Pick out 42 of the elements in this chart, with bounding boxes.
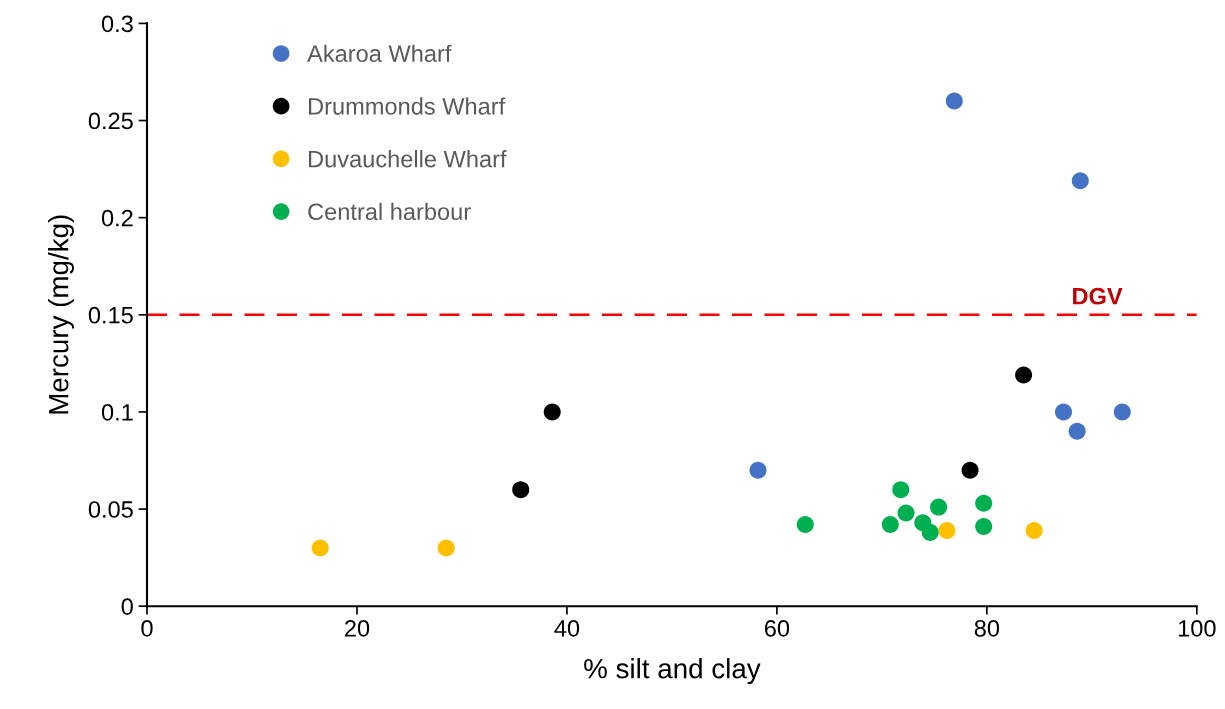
x-tick-label: 80 <box>974 620 1000 637</box>
x-tick-label: 0 <box>141 620 153 637</box>
point <box>1054 403 1072 421</box>
legend-label: Central harbour <box>308 202 471 221</box>
point <box>1068 422 1086 440</box>
point <box>543 403 561 421</box>
x-tick-label: 40 <box>554 620 580 637</box>
ref-line-label: DGV <box>1073 287 1123 305</box>
point <box>749 461 767 479</box>
legend-label: Duvauchelle Wharf <box>309 150 507 168</box>
point <box>975 518 993 536</box>
y-tick-label: 0.15 <box>88 306 133 324</box>
point <box>1025 521 1043 539</box>
point <box>881 516 899 534</box>
point <box>930 498 948 516</box>
y-tick-label: 0.1 <box>101 404 133 421</box>
point <box>945 92 963 110</box>
point <box>1113 403 1131 421</box>
x-tick-label: 100 <box>1178 620 1216 637</box>
point <box>892 481 910 499</box>
y-tick-label: 0.2 <box>101 209 133 227</box>
legend-label: Drummonds Wharf <box>309 97 506 115</box>
y-axis-title: Mercury (mg/kg) <box>48 215 74 414</box>
x-tick-label: 20 <box>345 620 370 637</box>
point <box>975 494 993 512</box>
legend-label: Akaroa Wharf <box>307 44 452 62</box>
point <box>1015 366 1033 384</box>
point <box>938 521 956 539</box>
y-tick-label: 0.25 <box>88 112 133 130</box>
y-tick-label: 0.05 <box>88 501 133 518</box>
point <box>796 516 814 534</box>
point <box>961 461 979 479</box>
point <box>921 523 939 541</box>
point <box>1071 172 1089 190</box>
y-tick-label: 0 <box>121 598 133 615</box>
point <box>437 539 455 557</box>
x-tick-label: 60 <box>764 620 790 637</box>
point <box>897 504 915 522</box>
point <box>512 481 530 499</box>
y-tick-label: 0.3 <box>101 15 133 33</box>
x-axis-title: % silt and clay <box>584 658 761 684</box>
point <box>311 539 329 557</box>
